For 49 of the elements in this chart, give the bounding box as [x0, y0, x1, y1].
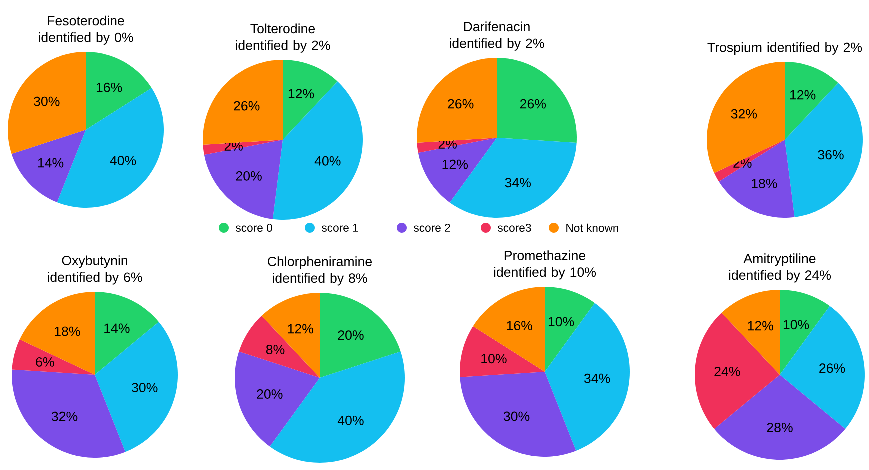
- data-label: 30%: [34, 96, 60, 106]
- legend-label: score 1: [322, 224, 358, 232]
- chart-title: Oxybutynin identified by 6%: [48, 256, 142, 285]
- data-label: 16%: [96, 82, 122, 92]
- chart-title: Trospium identified by 2%: [708, 42, 862, 55]
- data-label: 18%: [752, 179, 778, 188]
- data-label: 26%: [448, 99, 474, 109]
- chart-title: Promethazine identified by 10%: [494, 250, 596, 280]
- data-label: 12%: [748, 321, 774, 331]
- data-label: 26%: [520, 99, 546, 109]
- chart-title: Darifenacin identified by 2%: [450, 22, 544, 51]
- data-label: 32%: [731, 109, 758, 119]
- data-label: 18%: [55, 326, 80, 336]
- chart-title: Amitryptiline identified by 24%: [729, 254, 832, 283]
- data-label: 10%: [482, 354, 507, 364]
- data-label: 26%: [234, 101, 260, 111]
- data-label: 34%: [584, 374, 610, 384]
- data-label: 36%: [818, 150, 844, 160]
- chart-title: Tolterodine identified by 2%: [236, 24, 330, 53]
- data-label: 20%: [236, 171, 262, 181]
- data-label: 14%: [38, 158, 64, 168]
- data-label: 12%: [288, 324, 314, 334]
- data-label: 32%: [52, 412, 78, 422]
- data-label: 24%: [714, 366, 740, 376]
- chart-title: Chlorpheniramine identified by 8%: [268, 256, 372, 286]
- data-label: 34%: [505, 178, 531, 188]
- data-label: 8%: [266, 345, 285, 354]
- data-label: 6%: [36, 357, 54, 367]
- data-label: 40%: [110, 156, 136, 166]
- data-label: 40%: [314, 156, 341, 166]
- legend-label: score3: [498, 224, 532, 232]
- legend-label: score 0: [236, 224, 272, 232]
- chart-title: Fesoterodine identified by 0%: [39, 16, 134, 45]
- data-label: 26%: [820, 364, 846, 374]
- data-label: 10%: [784, 320, 810, 330]
- legend-label: Not known: [566, 224, 618, 232]
- data-label: 40%: [338, 416, 364, 426]
- data-label: 28%: [767, 422, 793, 432]
- data-label: 12%: [288, 89, 314, 99]
- data-label: 20%: [338, 330, 364, 340]
- data-label: 12%: [442, 160, 468, 170]
- data-label: 10%: [548, 317, 574, 327]
- data-label: 30%: [504, 412, 530, 422]
- data-label: 16%: [507, 321, 532, 331]
- data-label: 12%: [790, 90, 816, 100]
- data-label: 30%: [132, 383, 158, 393]
- legend-label: score 2: [414, 224, 450, 232]
- data-label: 14%: [104, 324, 130, 334]
- data-label: 20%: [257, 390, 283, 399]
